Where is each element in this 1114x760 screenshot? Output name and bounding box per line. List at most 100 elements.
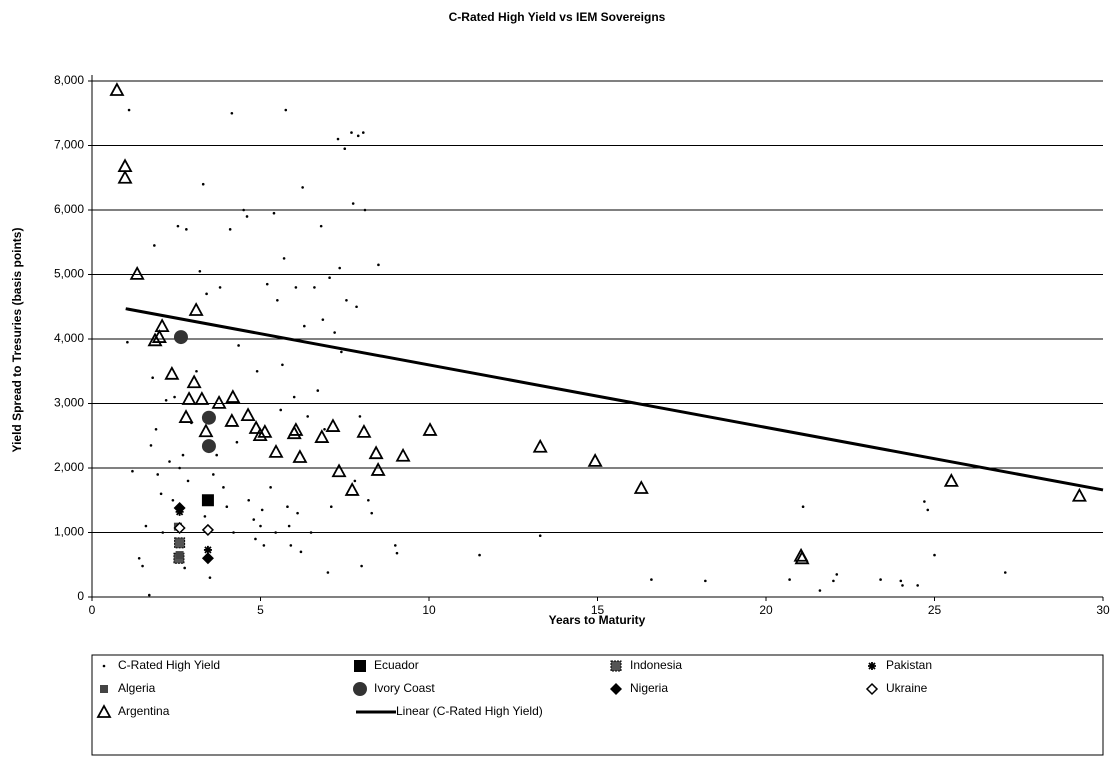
point xyxy=(240,407,256,422)
point xyxy=(329,505,333,509)
point xyxy=(173,501,186,514)
point xyxy=(201,494,214,507)
point xyxy=(316,389,320,392)
point xyxy=(161,531,165,534)
point xyxy=(292,395,296,399)
point xyxy=(323,428,326,431)
point xyxy=(350,131,353,134)
point xyxy=(153,244,156,247)
point xyxy=(198,423,214,438)
legend-swatch xyxy=(865,682,879,696)
point xyxy=(164,365,180,380)
point xyxy=(156,473,160,476)
point xyxy=(289,544,293,547)
y-tick-label: 4,000 xyxy=(54,331,84,345)
y-tick-label: 2,000 xyxy=(54,460,84,474)
point xyxy=(260,508,264,512)
point xyxy=(159,492,163,496)
point xyxy=(309,531,313,534)
point xyxy=(478,553,481,557)
point xyxy=(360,564,363,568)
point xyxy=(1003,571,1007,574)
point xyxy=(351,202,355,205)
point xyxy=(147,593,151,597)
point xyxy=(225,505,229,509)
legend-swatch xyxy=(102,664,106,668)
point xyxy=(272,211,276,215)
point xyxy=(313,286,316,289)
legend-label: Indonesia xyxy=(630,658,682,672)
point xyxy=(794,550,810,565)
point xyxy=(933,553,936,557)
point xyxy=(292,449,308,463)
point xyxy=(186,479,190,483)
point xyxy=(131,469,134,473)
point xyxy=(173,330,188,345)
point xyxy=(344,482,360,496)
point xyxy=(333,331,336,334)
point xyxy=(879,578,882,581)
y-tick-label: 3,000 xyxy=(54,396,84,410)
point xyxy=(314,429,330,443)
legend-label: Pakistan xyxy=(886,658,932,672)
point xyxy=(345,299,348,302)
point xyxy=(899,579,903,583)
point xyxy=(377,263,380,267)
point xyxy=(301,186,304,189)
point xyxy=(303,324,306,328)
point xyxy=(299,550,303,554)
point xyxy=(336,137,340,141)
point xyxy=(224,413,240,427)
point xyxy=(201,182,205,186)
point xyxy=(538,534,542,538)
point xyxy=(245,215,249,218)
legend-swatch xyxy=(868,662,876,670)
point xyxy=(916,584,919,587)
point xyxy=(294,286,298,289)
point xyxy=(801,505,805,509)
point xyxy=(149,444,153,447)
point xyxy=(211,394,227,409)
point xyxy=(262,544,266,547)
point xyxy=(230,111,234,115)
chart-title: C-Rated High Yield vs IEM Sovereigns xyxy=(449,10,666,24)
x-tick-label: 25 xyxy=(928,603,942,617)
point xyxy=(321,318,325,321)
point xyxy=(259,524,262,528)
point xyxy=(188,302,204,316)
point xyxy=(353,479,357,483)
point xyxy=(254,537,257,541)
point xyxy=(276,299,279,302)
point xyxy=(173,395,176,399)
point xyxy=(137,557,141,560)
point xyxy=(242,208,245,212)
x-tick-label: 0 xyxy=(89,603,96,617)
point xyxy=(422,422,438,436)
point xyxy=(633,480,649,494)
point xyxy=(361,131,365,134)
legend-box xyxy=(91,654,1104,756)
point xyxy=(218,286,222,289)
point xyxy=(215,453,218,457)
point xyxy=(356,134,360,138)
point xyxy=(296,511,299,515)
point xyxy=(175,551,184,560)
point xyxy=(154,318,170,332)
point xyxy=(394,544,397,547)
point xyxy=(109,82,125,96)
point xyxy=(355,305,358,309)
point xyxy=(147,332,163,347)
point xyxy=(331,463,347,478)
point xyxy=(171,498,175,502)
point xyxy=(832,579,835,583)
legend-label: Ukraine xyxy=(886,681,928,695)
point xyxy=(328,276,331,280)
point xyxy=(201,439,216,454)
point xyxy=(325,418,341,432)
point xyxy=(255,369,259,373)
point xyxy=(176,224,180,228)
point xyxy=(370,511,374,515)
point xyxy=(284,108,288,112)
point xyxy=(154,428,158,431)
